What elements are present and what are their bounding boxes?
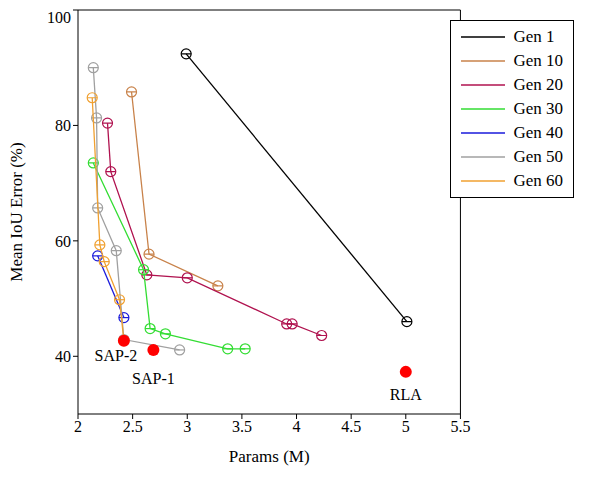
html-text:Gen 10: Gen 10	[513, 51, 563, 70]
svg-text:2: 2	[74, 418, 82, 435]
svg-text:5: 5	[402, 418, 410, 435]
html-text:Gen 50: Gen 50	[513, 147, 563, 166]
html-text:Gen 40: Gen 40	[513, 123, 563, 142]
svg-text:RLA: RLA	[390, 386, 422, 403]
svg-text:60: 60	[55, 233, 71, 250]
svg-text:4: 4	[293, 418, 301, 435]
svg-text:4.5: 4.5	[341, 418, 361, 435]
html-text:Gen 60: Gen 60	[513, 171, 563, 190]
svg-text:2.5: 2.5	[123, 418, 143, 435]
svg-text:100: 100	[47, 9, 71, 26]
html-text:Gen 30: Gen 30	[513, 99, 563, 118]
html-text:Gen 1: Gen 1	[513, 27, 555, 46]
svg-text:3.5: 3.5	[232, 418, 252, 435]
svg-text:Mean IoU Error (%): Mean IoU Error (%)	[8, 142, 26, 281]
svg-text:40: 40	[55, 348, 71, 365]
svg-text:5.5: 5.5	[450, 418, 470, 435]
svg-text:SAP-2: SAP-2	[95, 347, 138, 364]
svg-text:3: 3	[183, 418, 191, 435]
svg-text:SAP-1: SAP-1	[132, 370, 175, 387]
svg-text:Params (M): Params (M)	[229, 447, 310, 466]
html-text:Gen 20: Gen 20	[513, 75, 563, 94]
svg-text:80: 80	[55, 117, 71, 134]
